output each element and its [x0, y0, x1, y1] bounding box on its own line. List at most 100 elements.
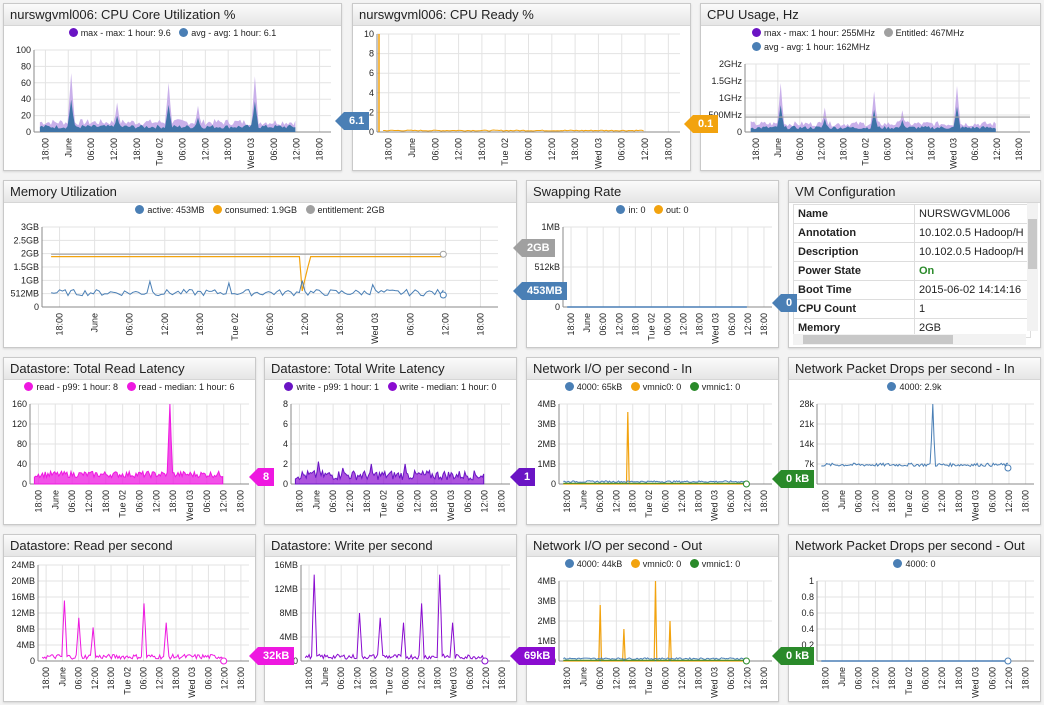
- config-value: 2015-06-02 14:14:16: [914, 280, 1031, 300]
- legend-item[interactable]: active: 453MB: [135, 203, 204, 217]
- y-tick-label: 0: [22, 479, 27, 489]
- legend-item[interactable]: entitlement: 2GB: [305, 203, 385, 217]
- legend-item[interactable]: avg - avg: 1 hour: 162MHz: [752, 40, 870, 54]
- legend-item[interactable]: 4000: 65kB: [564, 380, 622, 394]
- panel-title: Datastore: Write per second: [265, 535, 516, 557]
- value-badge: 8: [248, 468, 275, 486]
- x-tick-label: 06:00: [465, 667, 475, 690]
- y-tick-label: 8: [283, 399, 288, 409]
- vm-config-table: Name NURSWGVML006 Annotation 10.102.0.5 Had…: [793, 204, 1031, 338]
- horizontal-scrollbar[interactable]: [793, 334, 1026, 345]
- x-tick-label: Wed 03: [593, 138, 603, 169]
- x-tick-label: Tue 02: [500, 138, 510, 166]
- x-tick-label: Tue 02: [646, 313, 656, 341]
- chart: 28k21k14k7k018:00June06:0012:0018:00Tue …: [799, 399, 1034, 521]
- legend: in: 0 out: 0: [527, 203, 778, 217]
- x-tick-label: 18:00: [759, 313, 769, 336]
- x-tick-label: 12:00: [937, 490, 947, 513]
- legend-item[interactable]: 4000: 44kB: [564, 557, 622, 571]
- x-tick-label: 18:00: [368, 667, 378, 690]
- series-throughput: [41, 600, 224, 661]
- x-tick-label: 06:00: [854, 490, 864, 513]
- legend-item[interactable]: out: 0: [654, 203, 689, 217]
- x-tick-label: June: [837, 667, 847, 687]
- legend-item[interactable]: read - p99: 1 hour: 8: [24, 380, 118, 394]
- y-tick-label: 4MB: [537, 399, 556, 409]
- x-tick-label: Tue 02: [230, 313, 240, 341]
- legend-item[interactable]: 4000: 2.9k: [887, 380, 942, 394]
- y-tick-label: 21k: [799, 419, 814, 429]
- y-tick-label: 0: [555, 302, 560, 312]
- table-row: Name NURSWGVML006: [793, 204, 1031, 224]
- x-tick-label: 12:00: [412, 490, 422, 513]
- x-tick-label: Wed 03: [710, 490, 720, 521]
- series-end-marker: [1004, 657, 1012, 665]
- y-tick-label: 12MB: [11, 608, 35, 618]
- panel-title: Memory Utilization: [4, 181, 516, 203]
- x-tick-label: 18:00: [887, 667, 897, 690]
- legend-item[interactable]: max - max: 1 hour: 255MHz: [752, 26, 875, 40]
- x-tick-label: 06:00: [661, 490, 671, 513]
- x-tick-label: June: [582, 313, 592, 333]
- x-tick-label: 06:00: [202, 490, 212, 513]
- legend-item[interactable]: write - median: 1 hour: 0: [387, 380, 497, 394]
- legend-item[interactable]: vmnic0: 0: [630, 557, 681, 571]
- x-tick-label: 12:00: [84, 490, 94, 513]
- y-tick-label: 16MB: [274, 560, 298, 570]
- series-drops: [821, 403, 1009, 468]
- y-tick-label: 16MB: [11, 592, 35, 602]
- x-tick-label: 12:00: [677, 490, 687, 513]
- x-tick-label: Wed 03: [449, 667, 459, 698]
- legend: read - p99: 1 hour: 8 read - median: 1 h…: [4, 380, 255, 394]
- value-badge: 0: [771, 294, 798, 312]
- series-4000: [563, 657, 747, 660]
- legend-item[interactable]: consumed: 1.9GB: [212, 203, 297, 217]
- x-tick-label: 06:00: [265, 313, 275, 336]
- x-tick-label: 12:00: [870, 490, 880, 513]
- x-tick-label: 06:00: [463, 490, 473, 513]
- x-tick-label: 06:00: [396, 490, 406, 513]
- legend-item[interactable]: 4000: 0: [893, 557, 936, 571]
- legend: write - p99: 1 hour: 1 write - median: 1…: [265, 380, 516, 394]
- x-tick-label: 18:00: [695, 313, 705, 336]
- y-tick-label: 28k: [799, 399, 814, 409]
- x-tick-label: 12:00: [345, 490, 355, 513]
- legend-item[interactable]: vmnic1: 0: [689, 557, 740, 571]
- panel-net-in: Network I/O per second - In 4000: 65kB v…: [526, 357, 779, 525]
- panel-title: Network I/O per second - Out: [527, 535, 778, 557]
- x-tick-label: 12:00: [292, 138, 302, 161]
- legend-item[interactable]: avg - avg: 1 hour: 6.1: [179, 26, 276, 40]
- panel-title: Network Packet Drops per second - In: [789, 358, 1040, 380]
- x-tick-label: 06:00: [405, 313, 415, 336]
- x-tick-label: 12:00: [417, 667, 427, 690]
- vertical-scrollbar[interactable]: [1027, 203, 1038, 331]
- x-tick-label: 18:00: [820, 667, 830, 690]
- x-tick-label: 18:00: [570, 138, 580, 161]
- y-tick-label: 0: [551, 479, 556, 489]
- x-tick-label: 18:00: [759, 667, 769, 690]
- legend-item[interactable]: max - max: 1 hour: 9.6: [68, 26, 171, 40]
- legend-item[interactable]: vmnic0: 0: [630, 380, 681, 394]
- legend-item[interactable]: Entitled: 467MHz: [883, 26, 964, 40]
- x-tick-label: 12:00: [352, 667, 362, 690]
- config-value: 10.102.0.5 Hadoop/H: [914, 223, 1031, 243]
- legend-item[interactable]: in: 0: [616, 203, 645, 217]
- x-tick-label: 06:00: [203, 667, 213, 690]
- x-tick-label: Wed 03: [370, 313, 380, 344]
- legend: 4000: 2.9k: [789, 380, 1040, 394]
- y-tick-label: 10: [364, 29, 374, 39]
- x-tick-label: 18:00: [759, 490, 769, 513]
- x-tick-label: 12:00: [743, 313, 753, 336]
- x-tick-label: June: [90, 313, 100, 333]
- y-tick-label: 4MB: [279, 632, 298, 642]
- x-tick-label: 18:00: [926, 138, 936, 161]
- legend-item[interactable]: write - p99: 1 hour: 1: [284, 380, 379, 394]
- panel-ds-read: Datastore: Read per second 24MB 20MB 16MB 1…: [3, 534, 256, 702]
- legend-item[interactable]: vmnic1: 0: [689, 380, 740, 394]
- legend-item[interactable]: read - median: 1 hour: 6: [126, 380, 235, 394]
- x-tick-label: 12:00: [440, 313, 450, 336]
- x-tick-label: 12:00: [200, 138, 210, 161]
- x-tick-label: 18:00: [223, 138, 233, 161]
- x-tick-label: 18:00: [562, 490, 572, 513]
- x-tick-label: 18:00: [168, 490, 178, 513]
